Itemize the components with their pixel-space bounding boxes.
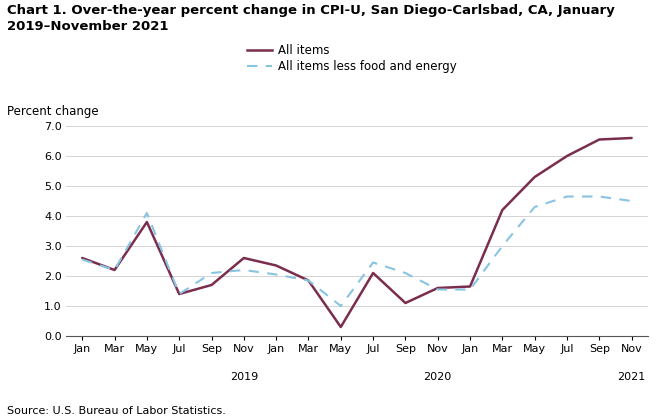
All items less food and energy	[466, 287, 474, 292]
All items less food and energy	[369, 260, 377, 265]
All items less food and energy	[110, 268, 118, 273]
All items less food and energy	[305, 278, 313, 283]
All items less food and energy	[208, 270, 215, 276]
All items less food and energy	[143, 210, 151, 215]
All items	[628, 136, 636, 141]
All items less food and energy	[531, 205, 539, 210]
Text: 2020: 2020	[424, 372, 452, 382]
All items less food and energy	[240, 268, 248, 273]
All items less food and energy	[78, 257, 86, 262]
All items	[272, 263, 280, 268]
All items	[143, 220, 151, 225]
All items	[369, 270, 377, 276]
Text: 2021: 2021	[617, 372, 646, 382]
Legend: All items, All items less food and energy: All items, All items less food and energ…	[247, 44, 457, 73]
All items	[175, 291, 183, 297]
All items	[110, 268, 118, 273]
Text: Source: U.S. Bureau of Labor Statistics.: Source: U.S. Bureau of Labor Statistics.	[7, 406, 225, 416]
All items less food and energy	[272, 272, 280, 277]
All items less food and energy	[563, 194, 571, 199]
Text: Chart 1. Over-the-year percent change in CPI-U, San Diego-Carlsbad, CA, January
: Chart 1. Over-the-year percent change in…	[7, 4, 614, 33]
All items	[240, 255, 248, 260]
All items less food and energy	[628, 199, 636, 204]
All items less food and energy	[596, 194, 603, 199]
All items	[305, 278, 313, 283]
All items less food and energy	[401, 270, 409, 276]
All items less food and energy	[498, 244, 506, 249]
All items	[434, 286, 442, 291]
All items	[563, 153, 571, 158]
Line: All items: All items	[82, 138, 632, 327]
All items	[466, 284, 474, 289]
All items less food and energy	[337, 304, 345, 309]
Text: Percent change: Percent change	[7, 105, 98, 118]
Text: 2019: 2019	[230, 372, 258, 382]
All items	[78, 255, 86, 260]
All items	[531, 174, 539, 179]
All items	[596, 137, 603, 142]
All items	[208, 283, 215, 288]
All items	[401, 300, 409, 305]
All items	[337, 325, 345, 330]
All items	[498, 207, 506, 213]
Line: All items less food and energy: All items less food and energy	[82, 197, 632, 306]
All items less food and energy	[175, 291, 183, 297]
All items less food and energy	[434, 287, 442, 292]
